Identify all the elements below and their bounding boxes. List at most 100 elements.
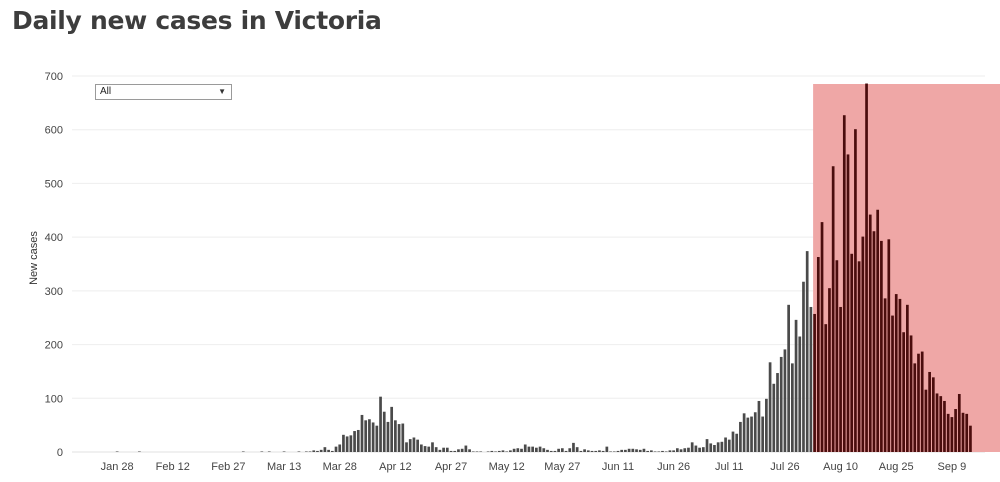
filter-selected-value: All	[100, 86, 112, 97]
bar	[616, 450, 620, 452]
bar	[401, 423, 405, 452]
bar	[657, 451, 661, 452]
filter-dropdown[interactable]: All ▼	[95, 84, 232, 100]
bar	[898, 298, 902, 452]
bar	[575, 447, 579, 452]
bar	[579, 450, 583, 452]
bar	[445, 447, 449, 452]
bar	[560, 448, 564, 452]
bar	[509, 450, 512, 452]
bar	[553, 450, 557, 452]
y-tick-label: 400	[45, 232, 63, 244]
bar	[846, 154, 850, 452]
bar	[586, 450, 590, 452]
bar	[542, 448, 546, 452]
bar	[319, 449, 323, 452]
y-tick-label: 100	[45, 393, 63, 405]
bar	[520, 448, 523, 452]
bar	[824, 324, 828, 452]
bars	[115, 83, 972, 453]
x-tick-label: Aug 10	[823, 461, 858, 473]
bar	[557, 448, 560, 452]
bar	[802, 281, 805, 452]
bar	[468, 449, 471, 452]
bar	[716, 442, 720, 452]
bar	[768, 362, 772, 452]
bar	[405, 442, 408, 452]
bar	[954, 409, 957, 452]
bar	[267, 451, 271, 452]
bar	[787, 304, 790, 452]
bar	[330, 450, 334, 452]
x-tick-label: Apr 27	[435, 461, 467, 473]
bar	[431, 442, 434, 452]
bar	[349, 435, 353, 452]
bar	[601, 450, 605, 452]
bar	[316, 450, 319, 452]
bar	[583, 449, 586, 452]
bar	[913, 363, 917, 452]
bar	[946, 413, 950, 452]
bar	[701, 447, 705, 452]
bar	[965, 413, 969, 452]
bar	[338, 444, 342, 452]
bar	[653, 451, 657, 452]
bar	[397, 424, 401, 452]
bar	[631, 448, 635, 452]
bar	[694, 445, 698, 452]
bar	[638, 449, 642, 452]
bar	[902, 332, 905, 452]
bar	[724, 437, 727, 452]
bar	[590, 450, 594, 452]
bar	[260, 451, 264, 452]
bar	[746, 417, 750, 452]
bar	[883, 298, 887, 452]
bar	[457, 449, 460, 452]
y-axis-label: New cases	[28, 231, 40, 285]
bar	[375, 425, 379, 452]
bar	[497, 450, 501, 452]
bar	[434, 447, 438, 452]
bar	[642, 448, 646, 452]
bar	[661, 450, 664, 452]
bar	[412, 437, 416, 452]
bar	[820, 222, 824, 452]
bar	[423, 446, 427, 452]
bar	[761, 416, 765, 452]
bar	[549, 450, 553, 452]
bar	[486, 451, 490, 452]
bar	[442, 447, 445, 452]
bar	[523, 444, 527, 452]
x-tick-label: May 12	[489, 461, 525, 473]
bar	[356, 429, 360, 452]
bar	[368, 419, 371, 452]
bar	[535, 447, 538, 452]
bar	[939, 396, 943, 452]
x-tick-label: May 27	[544, 461, 580, 473]
bar	[943, 400, 946, 452]
bar	[364, 420, 368, 452]
y-tick-label: 300	[45, 286, 63, 298]
bar	[750, 416, 753, 452]
bar	[420, 444, 423, 452]
x-tick-label: Jul 26	[770, 461, 799, 473]
x-tick-label: Feb 12	[156, 461, 190, 473]
bar	[449, 450, 453, 452]
bar	[720, 441, 724, 452]
bar	[115, 451, 119, 452]
bar	[505, 451, 509, 452]
bar	[906, 304, 909, 452]
page-title: Daily new cases in Victoria	[12, 6, 382, 35]
bar	[327, 449, 330, 452]
bar	[390, 406, 394, 452]
bar	[353, 431, 356, 452]
bar	[609, 451, 612, 452]
y-tick-label: 600	[45, 125, 63, 137]
bar	[479, 451, 483, 452]
bar	[304, 451, 308, 452]
bar	[687, 447, 690, 452]
bar	[931, 377, 935, 452]
bar	[675, 448, 679, 452]
bar	[957, 393, 961, 452]
bar	[494, 451, 497, 452]
